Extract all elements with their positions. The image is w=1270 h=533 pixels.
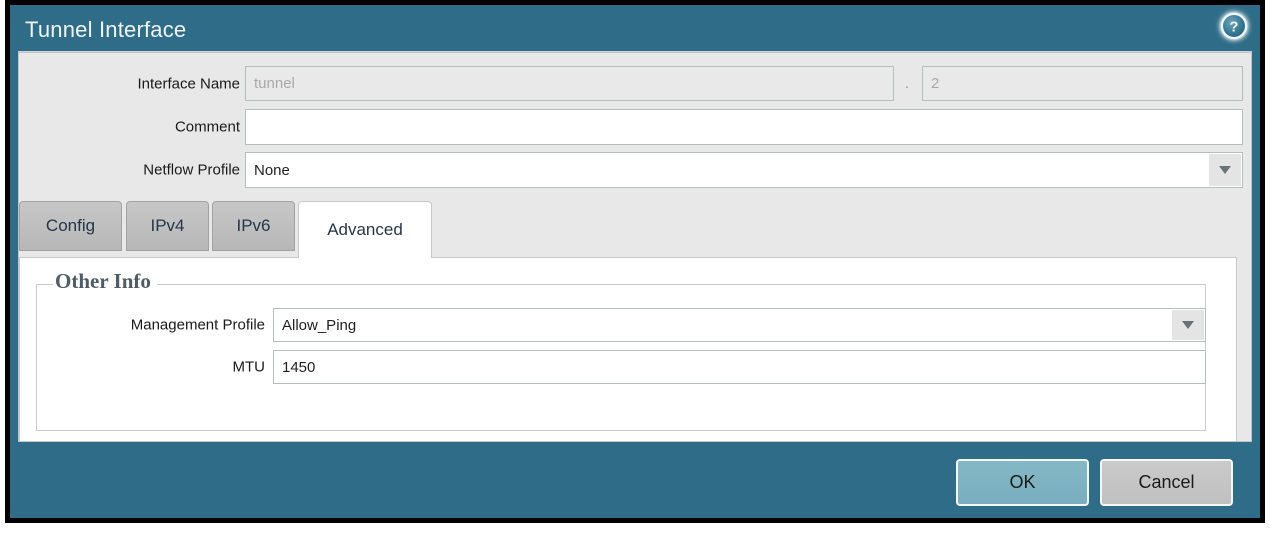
- svg-text:?: ?: [1230, 19, 1239, 35]
